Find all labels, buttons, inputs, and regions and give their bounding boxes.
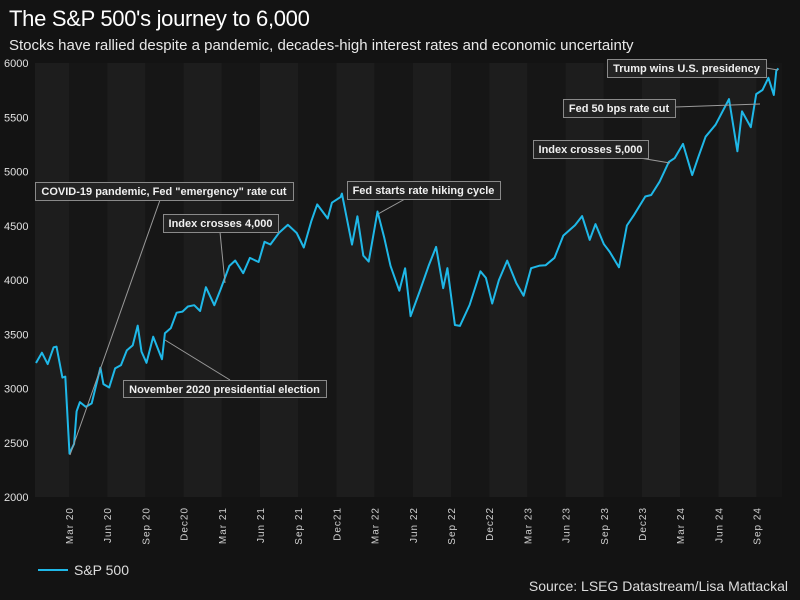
background-band	[603, 63, 642, 497]
y-tick-label: 3000	[4, 384, 28, 396]
x-tick-label: Sep 20	[141, 507, 152, 545]
annotation-label: Trump wins U.S. presidency	[613, 63, 761, 75]
annotation-leader-line	[765, 67, 779, 71]
annotation-label: COVID-19 pandemic, Fed "emergency" rate …	[41, 186, 287, 198]
x-tick-label: Mar 22	[371, 507, 382, 544]
annotation-label: Fed 50 bps rate cut	[569, 103, 670, 115]
annotation-leader-line	[69, 199, 161, 456]
background-band	[451, 63, 490, 497]
annotation-box	[347, 181, 501, 200]
background-band	[298, 63, 337, 497]
y-tick-label: 5500	[4, 112, 28, 124]
background-band	[221, 63, 260, 497]
background-band	[680, 63, 719, 497]
background-band	[107, 63, 146, 497]
x-tick-label: Dec21	[332, 507, 343, 541]
x-tick-label: Sep 23	[600, 507, 611, 545]
annotation-box	[123, 380, 327, 398]
background-band	[35, 63, 69, 497]
y-tick-label: 5000	[4, 167, 28, 179]
annotation-box	[607, 59, 767, 78]
annotation-label: Index crosses 4,000	[169, 218, 273, 230]
background-band	[756, 63, 782, 497]
y-tick-label: 6000	[4, 58, 28, 70]
annotation-label: Index crosses 5,000	[539, 144, 643, 156]
chart-subtitle: Stocks have rallied despite a pandemic, …	[9, 37, 634, 54]
background-band	[145, 63, 184, 497]
annotation-label: November 2020 presidential election	[129, 384, 320, 396]
x-tick-label: Dec22	[485, 507, 496, 541]
background-band	[260, 63, 299, 497]
annotation-box	[563, 99, 676, 118]
x-tick-label: Jun 22	[409, 507, 420, 543]
annotation-leader-line	[674, 103, 761, 108]
annotation-leader-line	[164, 339, 231, 381]
x-tick-label: Mar 24	[676, 507, 687, 544]
background-band	[527, 63, 566, 497]
background-band	[642, 63, 681, 497]
annotation-leader-line	[377, 198, 406, 215]
x-tick-label: Dec23	[638, 507, 649, 541]
legend: S&P 500	[38, 562, 129, 578]
legend-label-sp500: S&P 500	[74, 562, 130, 578]
annotation-leader-line	[219, 231, 226, 284]
x-tick-label: Sep 21	[294, 507, 305, 545]
y-tick-label: 4500	[4, 221, 28, 233]
y-tick-label: 4000	[4, 275, 28, 287]
background-band	[489, 63, 528, 497]
x-tick-label: Jun 20	[103, 507, 114, 543]
annotation-box	[35, 182, 294, 201]
x-tick-label: Sep 22	[447, 507, 458, 545]
source-note: Source: LSEG Datastream/Lisa Mattackal	[528, 578, 788, 594]
x-tick-label: Jun 21	[256, 507, 267, 543]
background-band	[183, 63, 222, 497]
x-tick-label: Dec20	[180, 507, 191, 541]
background-band	[336, 63, 375, 497]
x-tick-label: Jun 23	[562, 507, 573, 543]
annotation-box	[163, 214, 279, 233]
x-tick-label: Mar 23	[523, 507, 534, 544]
x-tick-label: Mar 21	[218, 507, 229, 544]
y-tick-label: 2000	[4, 492, 28, 504]
y-tick-label: 3500	[4, 329, 28, 341]
background-band	[718, 63, 757, 497]
x-tick-label: Jun 24	[714, 507, 725, 543]
background-band	[565, 63, 604, 497]
annotation-label: Fed starts rate hiking cycle	[353, 185, 495, 197]
x-tick-label: Mar 20	[65, 507, 76, 544]
annotation-box	[533, 140, 649, 159]
y-tick-label: 2500	[4, 438, 28, 450]
chart-title: The S&P 500's journey to 6,000	[9, 6, 310, 31]
x-tick-label: Sep 24	[753, 507, 764, 545]
legend-swatch-sp500	[38, 569, 68, 571]
